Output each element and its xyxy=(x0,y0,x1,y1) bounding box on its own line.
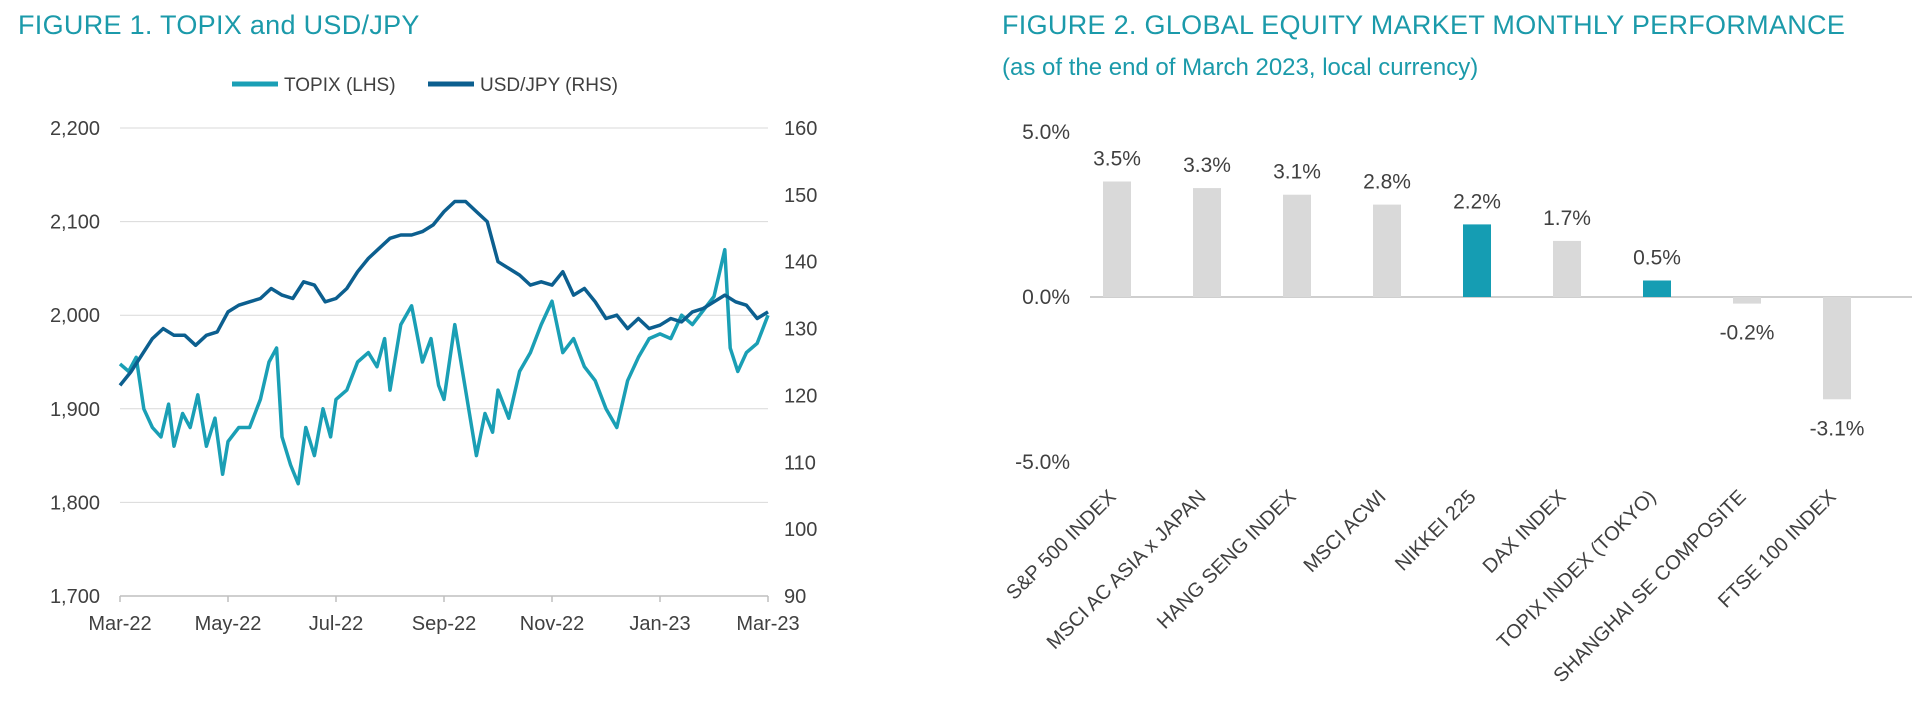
bar-data-label: -0.2% xyxy=(1720,322,1775,345)
figure-1-chart: 1,700 1,800 1,900 2,000 2,100 2,200 90 100 110 12… xyxy=(50,75,817,635)
y-right-tick-label: 130 xyxy=(784,319,817,341)
category-label: NIKKEI 225 xyxy=(1391,486,1480,575)
usdjpy-line xyxy=(118,199,769,387)
category-label: DAX INDEX xyxy=(1479,486,1571,578)
category-label: SHANGHAI SE COMPOSITE xyxy=(1550,486,1751,687)
category-label: MSCI AC ASIA x JAPAN xyxy=(1043,486,1211,654)
category-label: MSCI ACWI xyxy=(1300,486,1391,577)
y-right-tick-label: 140 xyxy=(784,252,817,274)
figure-2-title: FIGURE 2. GLOBAL EQUITY MARKET MONTHLY P… xyxy=(1002,10,1846,40)
y-right-tick-label: 150 xyxy=(784,185,817,207)
y-right-tick-label: 160 xyxy=(784,118,817,140)
x-tick-label: Jan-23 xyxy=(629,613,690,635)
y-left-tick-label: 1,800 xyxy=(50,492,100,514)
bar xyxy=(1283,194,1311,297)
bar-data-label: 1.7% xyxy=(1543,207,1591,230)
bar xyxy=(1733,297,1761,304)
legend-label: USD/JPY (RHS) xyxy=(480,75,618,96)
bar xyxy=(1103,181,1131,297)
figure-2-subtitle: (as of the end of March 2023, local curr… xyxy=(1002,54,1479,81)
bar-data-label: 3.3% xyxy=(1183,154,1231,177)
x-tick-label: Mar-22 xyxy=(88,613,151,635)
bar xyxy=(1373,204,1401,297)
y-right-tick-label: 110 xyxy=(784,452,816,474)
bar-data-label: 2.2% xyxy=(1453,190,1501,213)
y-right-tick-label: 120 xyxy=(784,385,817,407)
bar xyxy=(1823,297,1851,400)
y-tick-label: -5.0% xyxy=(1015,451,1070,474)
category-label: TOPIX INDEX (TOKYO) xyxy=(1493,486,1660,653)
y-left-tick-label: 2,000 xyxy=(50,305,100,327)
bar xyxy=(1193,188,1221,297)
x-tick-label: May-22 xyxy=(195,613,262,635)
bar-data-label: 3.1% xyxy=(1273,161,1321,184)
y-tick-label: 5.0% xyxy=(1022,121,1070,144)
bar xyxy=(1553,240,1581,297)
y-tick-label: 0.0% xyxy=(1022,286,1070,309)
y-left-tick-label: 1,700 xyxy=(50,586,100,608)
y-left-tick-label: 1,900 xyxy=(50,399,100,421)
x-tick-label: Nov-22 xyxy=(520,613,584,635)
figure-1-title: FIGURE 1. TOPIX and USD/JPY xyxy=(18,10,420,40)
bar-data-label: 2.8% xyxy=(1363,171,1411,194)
bar xyxy=(1463,224,1491,297)
bar-data-label: 0.5% xyxy=(1633,247,1681,270)
x-tick-label: Sep-22 xyxy=(412,613,477,635)
y-left-tick-label: 2,100 xyxy=(50,212,100,234)
bar-data-label: -3.1% xyxy=(1810,417,1865,440)
y-left-tick-label: 2,200 xyxy=(50,118,100,140)
bar xyxy=(1643,280,1671,297)
x-tick-label: Jul-22 xyxy=(309,613,363,635)
topix-line xyxy=(118,247,770,486)
bar-data-label: 3.5% xyxy=(1093,148,1141,171)
legend-label: TOPIX (LHS) xyxy=(284,75,396,96)
x-tick-label: Mar-23 xyxy=(736,613,799,635)
y-right-tick-label: 100 xyxy=(784,519,817,541)
y-right-tick-label: 90 xyxy=(784,586,806,608)
